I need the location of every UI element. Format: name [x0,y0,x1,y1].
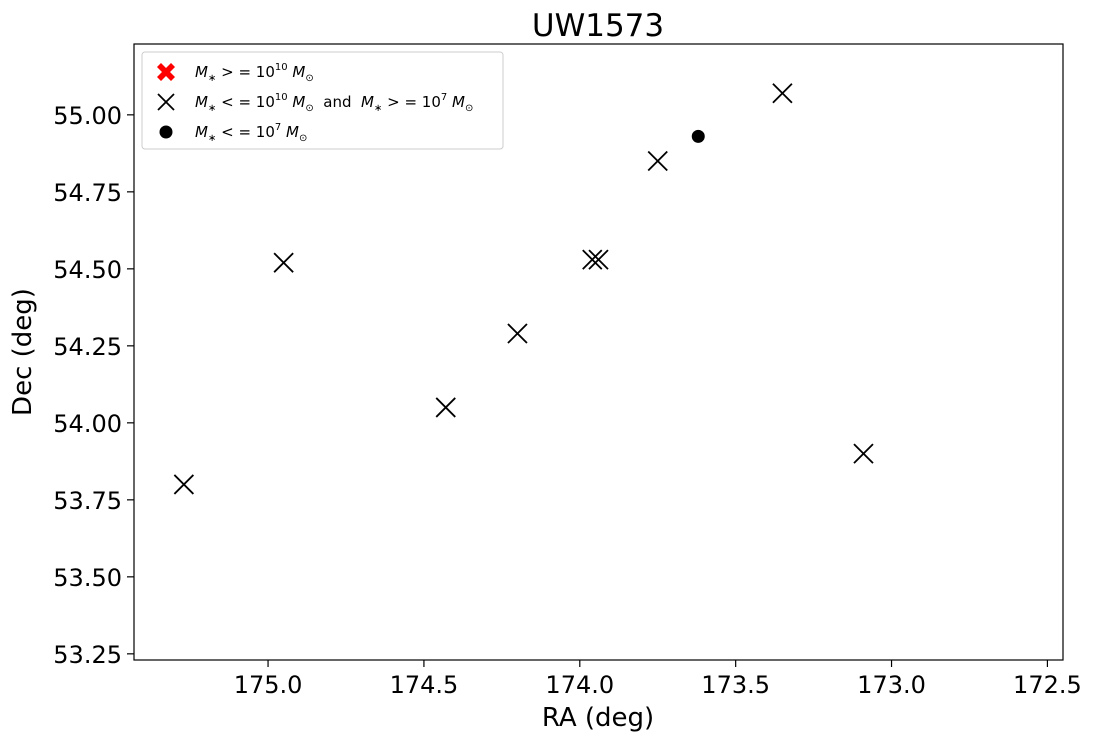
data-points [173,83,874,495]
y-tick-label: 54.25 [53,333,122,361]
y-tick-label: 55.00 [53,102,122,130]
legend-label-mid-mass: M∗ < = 1010 M⊙ and M∗ > = 107 M⊙ [195,92,473,114]
x-tick-label: 174.0 [545,671,614,699]
legend-label-high-mass: M∗ > = 1010 M⊙ [195,62,314,84]
data-point-x-marker [435,397,456,418]
x-tick-label: 174.5 [390,671,459,699]
y-tick-label: 54.75 [53,179,122,207]
legend-marker-high-mass [157,63,175,81]
legend-label-low-mass: M∗ < = 107 M⊙ [195,122,307,144]
legend-marker-low-mass [159,125,173,139]
data-point-x-marker [582,249,603,270]
data-point-x-marker [273,252,294,273]
x-tick-label: 173.0 [857,671,926,699]
data-point-x-marker [588,249,609,270]
y-tick-label: 53.75 [53,487,122,515]
legend: M∗ > = 1010 M⊙ M∗ < = 1010 M⊙ and M∗ > =… [141,51,504,150]
y-axis-ticks: 53.25 53.50 53.75 54.00 54.25 54.50 54.75 55.00 [53,102,134,669]
chart-title: UW1573 [532,8,664,44]
y-tick-label: 53.50 [53,564,122,592]
data-point-x-marker [507,323,528,344]
y-axis-label: Dec (deg) [8,288,38,416]
data-point-x-marker [853,443,874,464]
y-tick-label: 54.00 [53,410,122,438]
x-axis-label: RA (deg) [542,703,654,733]
x-axis-ticks: 175.0 174.5 174.0 173.5 173.0 172.5 [234,660,1082,699]
x-tick-label: 172.5 [1013,671,1082,699]
data-point-x-marker [647,150,668,172]
y-tick-label: 54.50 [53,256,122,284]
x-tick-label: 173.5 [701,671,770,699]
data-point-x-marker [772,83,793,104]
legend-box [141,51,504,150]
x-tick-label: 175.0 [234,671,303,699]
legend-marker-mid-mass [157,93,175,111]
y-tick-label: 53.25 [53,641,122,669]
data-point-circle-marker [691,129,705,143]
plot-frame [133,43,1064,661]
data-point-x-marker [173,474,195,495]
